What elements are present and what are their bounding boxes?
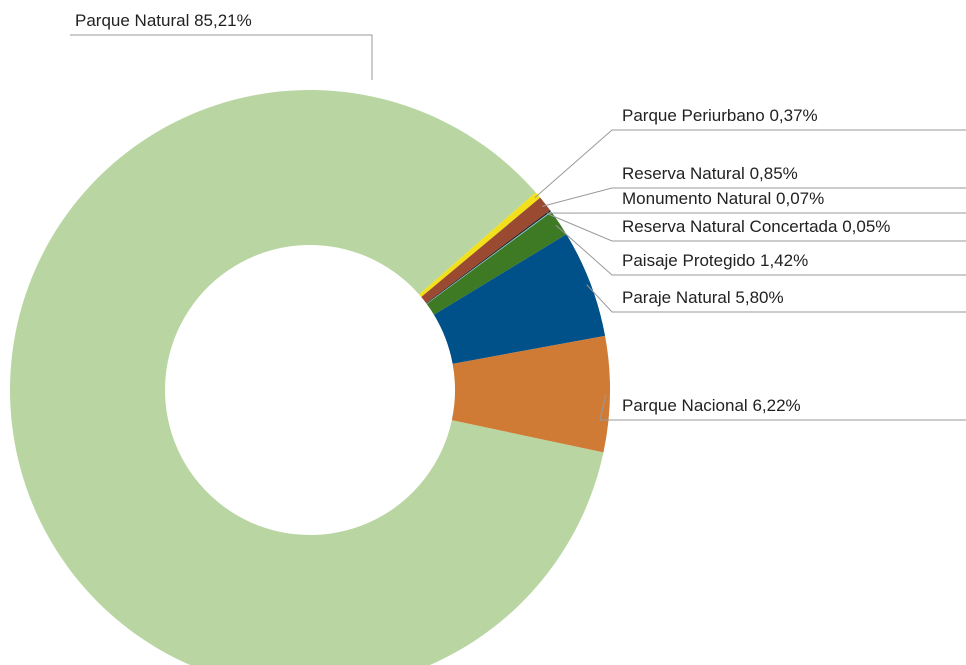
slice-name: Reserva Natural bbox=[622, 164, 745, 183]
slice-label: Paraje Natural 5,80% bbox=[622, 288, 784, 307]
slice-value: 0,37% bbox=[769, 106, 817, 125]
slice-label: Reserva Natural 0,85% bbox=[622, 164, 798, 183]
slice-label: Parque Periurbano 0,37% bbox=[622, 106, 818, 125]
slice-value: 0,05% bbox=[842, 217, 890, 236]
slice-value: 85,21% bbox=[194, 11, 252, 30]
slice-label: Monumento Natural 0,07% bbox=[622, 189, 824, 208]
slice-value: 6,22% bbox=[752, 396, 800, 415]
leader-line bbox=[555, 224, 966, 276]
donut-slice bbox=[419, 192, 541, 298]
leader-line bbox=[534, 129, 966, 198]
slice-name: Monumento Natural bbox=[622, 189, 771, 208]
leader-line bbox=[599, 394, 966, 421]
slice-value: 5,80% bbox=[735, 288, 783, 307]
donut-slice bbox=[10, 90, 604, 665]
slice-name: Reserva Natural Concertada bbox=[622, 217, 838, 236]
slice-value: 0,85% bbox=[750, 164, 798, 183]
donut-slice bbox=[433, 234, 606, 364]
donut-slice bbox=[426, 210, 551, 304]
slice-name: Parque Nacional bbox=[622, 396, 748, 415]
slice-label: Reserva Natural Concertada 0,05% bbox=[622, 217, 890, 236]
donut-slice bbox=[426, 211, 552, 304]
slice-name: Parque Natural bbox=[75, 11, 189, 30]
donut-slice bbox=[421, 197, 551, 304]
slice-name: Paisaje Protegido bbox=[622, 251, 755, 270]
slice-label: Parque Natural 85,21% bbox=[75, 11, 252, 30]
leader-line bbox=[586, 284, 966, 313]
leader-line bbox=[542, 187, 966, 207]
slice-name: Parque Periurbano bbox=[622, 106, 765, 125]
leader-line bbox=[547, 213, 966, 242]
donut-slice bbox=[426, 212, 567, 315]
leader-line bbox=[70, 34, 373, 80]
slice-value: 1,42% bbox=[760, 251, 808, 270]
slice-name: Paraje Natural bbox=[622, 288, 731, 307]
slice-value: 0,07% bbox=[776, 189, 824, 208]
slice-label: Paisaje Protegido 1,42% bbox=[622, 251, 808, 270]
donut-slice bbox=[451, 335, 611, 453]
slice-label: Parque Nacional 6,22% bbox=[622, 396, 801, 415]
